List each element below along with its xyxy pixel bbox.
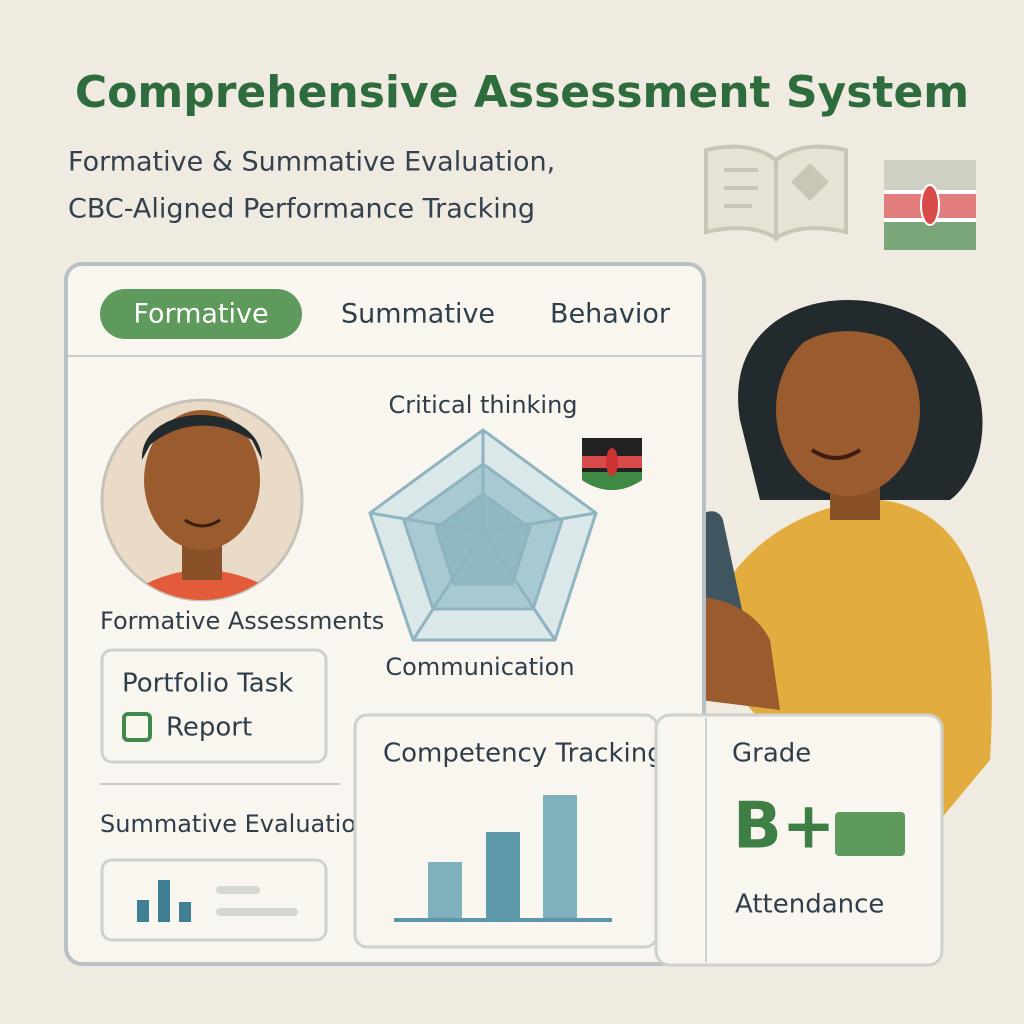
radar-chart-part [481,531,557,641]
subtitle: Formative & Summative Evaluation, [68,147,555,178]
flag-badge [582,438,642,490]
card-title: Grade [732,739,811,769]
radar-chart-part [369,511,484,534]
flag-badge-part [606,448,618,476]
mini-chart-icon-part [179,902,191,922]
mini-chart-icon-part [137,900,149,922]
subtitle: CBC-Aligned Performance Tracking [68,194,535,225]
teacher-illustration-part [770,305,920,370]
grade-badge [835,812,905,856]
tab[interactable]: Behavior [550,299,671,330]
tab[interactable]: Summative [341,299,495,330]
report-icon [122,712,152,742]
portfolio-card[interactable] [100,648,328,764]
radar-chart [368,428,598,642]
radar-label: Critical thinking [388,391,577,419]
active-tab[interactable] [100,289,302,339]
attendance-label: Attendance [735,890,884,920]
student-avatar-part-part [141,415,262,460]
mini-chart-icon-part [158,880,170,922]
teacher-illustration-part [776,324,920,496]
page-title: Comprehensive Assessment System [75,67,969,118]
text-placeholder [216,886,298,916]
radar-label: Communication [385,653,574,681]
grade-card [654,713,944,967]
flag-icon-part [920,184,940,226]
tab[interactable]: Formative [133,299,268,330]
student-avatar-part-part [184,518,221,528]
section-title: Summative Evaluation [100,810,371,838]
book-icon-part [704,144,778,242]
radar-chart-part [411,531,485,641]
bar-illustration-part [543,795,577,920]
flag-badge-part [582,472,642,490]
book-icon-part [724,168,758,208]
bar-illustration [394,795,612,922]
student-avatar-part-part [144,410,260,550]
card-title: Portfolio Task [122,669,293,699]
summary-card [100,858,328,942]
flag-icon [884,160,976,250]
flag-icon-part [884,222,976,250]
grade-value: B+ [733,790,835,864]
mini-chart-icon [137,880,191,922]
radar-chart-part [482,511,597,534]
bar-illustration-part [486,832,520,920]
card-title: Competency Tracking [383,739,664,769]
student-avatar [100,398,304,602]
radar-chart-part [434,492,532,586]
card-action[interactable]: Report [166,713,252,743]
book-icon [704,144,848,242]
bar-illustration-part [428,862,462,920]
book-icon-part [791,163,829,201]
section-title: Formative Assessments [100,607,384,635]
teacher-illustration-part [810,448,862,460]
